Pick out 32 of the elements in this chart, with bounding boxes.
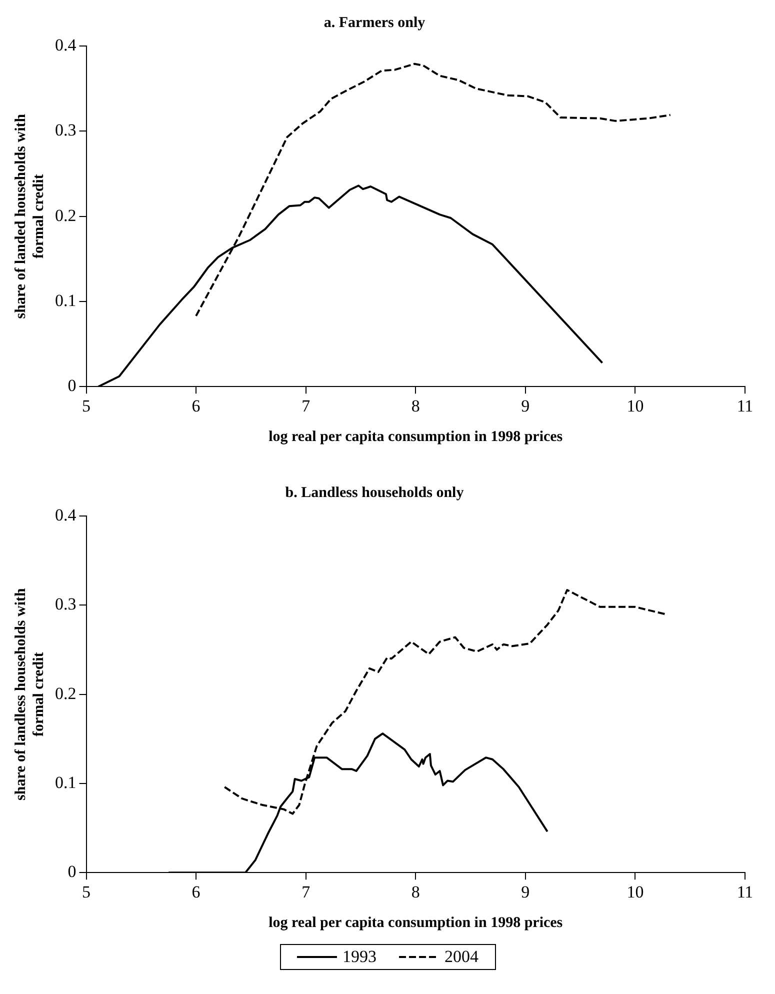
x-tick-label: 9 bbox=[521, 882, 530, 902]
y-tick-label: 0.2 bbox=[55, 206, 76, 225]
y-tick-label: 0.4 bbox=[55, 505, 77, 524]
y-tick-label: 0.3 bbox=[55, 120, 76, 140]
y-tick-label: 0.4 bbox=[55, 35, 77, 54]
x-tick-label: 10 bbox=[626, 396, 644, 416]
y-tick-label: 0.3 bbox=[55, 594, 76, 614]
x-tick-label: 8 bbox=[411, 882, 420, 902]
x-tick-label: 7 bbox=[302, 882, 311, 902]
x-tick-label: 7 bbox=[302, 396, 311, 416]
y-tick-label: 0 bbox=[68, 376, 76, 396]
x-tick-label: 6 bbox=[192, 882, 200, 902]
x-tick-label: 9 bbox=[521, 396, 530, 416]
x-axis-title: log real per capita consumption in 1998 prices bbox=[268, 428, 563, 445]
x-tick-label: 5 bbox=[82, 882, 90, 902]
y-axis-title: share of landless households with formal credit bbox=[12, 588, 47, 800]
y-tick-label: 0.1 bbox=[55, 772, 76, 792]
x-tick-label: 6 bbox=[192, 396, 200, 416]
y-tick-label: 0.2 bbox=[55, 684, 76, 703]
x-tick-label: 8 bbox=[411, 396, 420, 416]
x-tick-label: 10 bbox=[626, 882, 644, 902]
x-tick-label: 11 bbox=[736, 396, 754, 416]
y-axis-title: share of landed households with formal credit bbox=[12, 113, 47, 319]
legend-label: 1993 bbox=[342, 947, 376, 967]
chart-title: b. Landless households only bbox=[285, 484, 464, 501]
x-tick-label: 11 bbox=[736, 882, 754, 902]
y-tick-label: 0.1 bbox=[55, 290, 76, 310]
x-axis-title: log real per capita consumption in 1998 prices bbox=[268, 914, 563, 931]
chart-title: a. Farmers only bbox=[324, 14, 426, 31]
x-tick-label: 5 bbox=[82, 396, 90, 416]
y-tick-label: 0 bbox=[68, 862, 76, 882]
legend-label: 2004 bbox=[444, 947, 478, 967]
